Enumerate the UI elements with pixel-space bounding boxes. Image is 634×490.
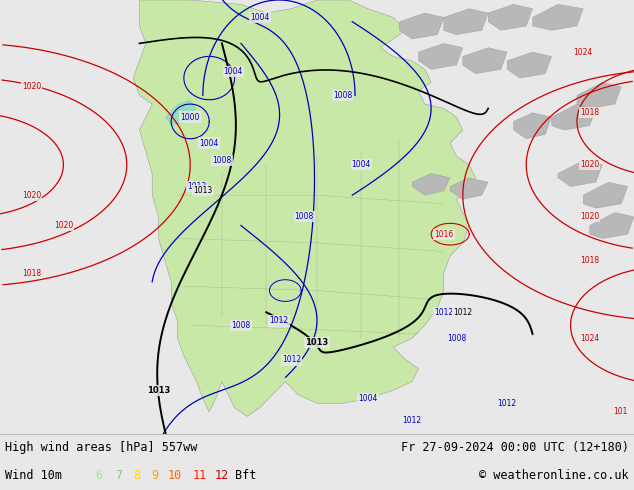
Text: 12: 12 [215,469,230,483]
Text: 1020: 1020 [22,82,41,91]
Text: 1008: 1008 [447,334,466,343]
Text: 1004: 1004 [250,13,269,22]
Text: 7: 7 [115,469,122,483]
Text: 1016: 1016 [434,230,453,239]
Text: 1004: 1004 [352,160,371,169]
Polygon shape [133,0,476,416]
Text: 1018: 1018 [580,256,599,265]
Text: 1004: 1004 [200,139,219,147]
Polygon shape [418,44,463,70]
Text: 1013: 1013 [306,338,328,347]
Polygon shape [488,4,533,30]
Text: 1024: 1024 [574,48,593,56]
Text: 1008: 1008 [295,212,314,221]
Polygon shape [450,178,488,199]
Text: 1020: 1020 [580,212,599,221]
Text: 1013: 1013 [187,182,206,191]
Polygon shape [507,52,552,78]
Text: Bft: Bft [235,469,256,483]
Text: 1004: 1004 [358,394,377,403]
Text: 9: 9 [151,469,158,483]
Polygon shape [533,4,583,30]
Text: 1000: 1000 [181,113,200,122]
Text: 1020: 1020 [580,160,599,169]
Text: 1008: 1008 [212,156,231,165]
Text: 8: 8 [133,469,140,483]
Polygon shape [399,13,444,39]
Text: 1018: 1018 [22,269,41,278]
Polygon shape [552,104,596,130]
Text: 1012: 1012 [403,416,422,425]
Text: 1013: 1013 [193,186,212,196]
Text: Wind 10m: Wind 10m [5,469,62,483]
Text: 1012: 1012 [269,317,288,325]
Text: 1020: 1020 [54,221,73,230]
Polygon shape [583,182,628,208]
Polygon shape [577,82,621,108]
Text: High wind areas [hPa] 557ww: High wind areas [hPa] 557ww [5,441,197,454]
Text: 1024: 1024 [580,334,599,343]
Polygon shape [412,173,450,195]
Text: 101: 101 [613,408,628,416]
Polygon shape [444,9,488,35]
Text: 1004: 1004 [224,67,243,76]
Text: 1018: 1018 [580,108,599,117]
Polygon shape [165,100,197,126]
Text: Fr 27-09-2024 00:00 UTC (12+180): Fr 27-09-2024 00:00 UTC (12+180) [401,441,629,454]
Text: 1013: 1013 [147,386,170,395]
Text: 1012: 1012 [282,355,301,365]
Text: 10: 10 [168,469,182,483]
Polygon shape [558,160,602,187]
Text: 1012: 1012 [434,308,453,317]
Text: 1008: 1008 [231,321,250,330]
Text: 1008: 1008 [333,91,352,100]
Text: 1012: 1012 [498,399,517,408]
Text: 6: 6 [95,469,102,483]
Polygon shape [463,48,507,74]
Text: 1012: 1012 [453,308,472,317]
Polygon shape [590,213,634,239]
Text: 11: 11 [193,469,207,483]
Text: 1020: 1020 [22,191,41,199]
Polygon shape [514,113,552,139]
Text: © weatheronline.co.uk: © weatheronline.co.uk [479,469,629,483]
